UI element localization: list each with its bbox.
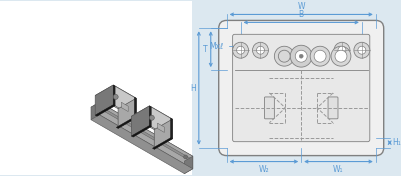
Polygon shape	[152, 138, 172, 149]
Circle shape	[274, 46, 294, 66]
Circle shape	[294, 50, 306, 62]
Text: Mxℓ: Mxℓ	[208, 42, 240, 51]
FancyBboxPatch shape	[264, 97, 274, 119]
Polygon shape	[170, 118, 172, 139]
Text: W₁: W₁	[332, 165, 343, 174]
Polygon shape	[94, 104, 189, 159]
Circle shape	[96, 105, 100, 108]
Polygon shape	[118, 98, 136, 128]
Circle shape	[337, 46, 345, 54]
Circle shape	[232, 42, 248, 58]
Circle shape	[313, 50, 325, 62]
Circle shape	[310, 46, 329, 66]
Polygon shape	[95, 85, 113, 115]
Circle shape	[149, 115, 154, 120]
Text: W₂: W₂	[258, 165, 269, 174]
Text: H₁: H₁	[392, 138, 401, 147]
FancyBboxPatch shape	[232, 34, 369, 142]
FancyBboxPatch shape	[218, 20, 383, 156]
Polygon shape	[121, 102, 128, 112]
Bar	[0, 1, 191, 175]
Text: T: T	[203, 45, 207, 54]
Circle shape	[353, 42, 369, 58]
Polygon shape	[131, 126, 151, 137]
Circle shape	[334, 50, 346, 62]
Polygon shape	[99, 102, 192, 169]
FancyBboxPatch shape	[327, 97, 337, 119]
Text: B: B	[298, 10, 303, 19]
Polygon shape	[95, 85, 136, 109]
Text: H: H	[190, 83, 195, 93]
Text: W: W	[297, 2, 304, 11]
Polygon shape	[91, 115, 192, 174]
Polygon shape	[116, 117, 136, 128]
Circle shape	[298, 54, 302, 58]
Bar	[191, 1, 399, 175]
Polygon shape	[157, 123, 164, 132]
Circle shape	[290, 45, 311, 67]
Circle shape	[330, 46, 350, 66]
Polygon shape	[91, 102, 99, 120]
Polygon shape	[149, 106, 172, 139]
Polygon shape	[113, 85, 136, 118]
Polygon shape	[134, 97, 136, 118]
Circle shape	[357, 46, 365, 54]
Polygon shape	[91, 102, 192, 161]
Circle shape	[256, 46, 264, 54]
Polygon shape	[95, 105, 115, 116]
Polygon shape	[113, 85, 115, 106]
Circle shape	[236, 46, 244, 54]
Circle shape	[183, 155, 187, 159]
Polygon shape	[184, 156, 192, 174]
Polygon shape	[154, 119, 172, 149]
Polygon shape	[131, 106, 149, 136]
Circle shape	[113, 94, 118, 99]
Circle shape	[333, 42, 349, 58]
Polygon shape	[131, 106, 172, 130]
Polygon shape	[149, 106, 151, 127]
Circle shape	[277, 50, 290, 62]
Circle shape	[252, 42, 268, 58]
